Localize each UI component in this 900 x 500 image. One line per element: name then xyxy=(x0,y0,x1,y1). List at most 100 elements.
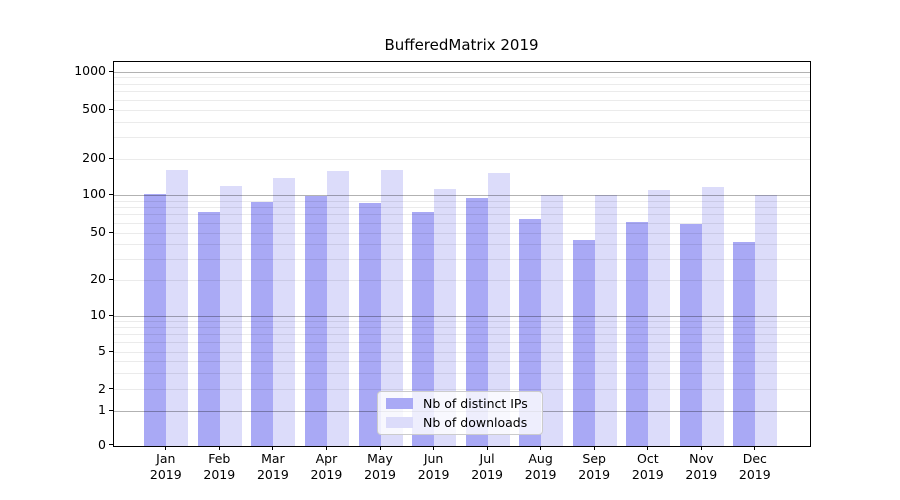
bar-downloads-may xyxy=(380,169,403,446)
bar-distinct-ips-nov xyxy=(679,224,702,446)
x-tick-mark xyxy=(540,446,542,450)
bar-downloads-dec xyxy=(755,195,778,446)
y-tick-label: 10 xyxy=(90,307,106,322)
x-tick-label-jan: Jan 2019 xyxy=(138,451,194,483)
minor-gridline xyxy=(114,389,810,391)
x-tick-mark xyxy=(486,446,488,450)
x-tick-year: 2019 xyxy=(417,467,450,482)
y-tick-label: 200 xyxy=(82,150,106,166)
legend-item-downloads: Nb of downloads xyxy=(384,413,536,432)
y-tick-mark xyxy=(108,157,113,159)
y-tick-label: 50 xyxy=(90,224,106,239)
minor-gridline xyxy=(114,327,810,329)
major-gridline xyxy=(114,71,810,73)
bar-downloads-jun xyxy=(434,189,457,446)
x-tick-mark xyxy=(433,446,435,450)
y-tick-mark xyxy=(108,278,113,280)
x-tick-year: 2019 xyxy=(738,467,771,482)
minor-gridline xyxy=(114,99,810,101)
x-tick-mark xyxy=(218,446,220,450)
x-tick-label-mar: Mar 2019 xyxy=(245,451,301,483)
x-tick-label-dec: Dec 2019 xyxy=(727,451,783,483)
bar-downloads-nov xyxy=(701,186,724,446)
bar-downloads-mar xyxy=(273,177,296,446)
y-tick-label: 500 xyxy=(82,101,106,117)
legend-swatch-downloads xyxy=(386,417,413,428)
major-gridline xyxy=(114,315,810,317)
x-tick-mark xyxy=(379,446,381,450)
minor-gridline xyxy=(114,342,810,343)
bar-downloads-sep xyxy=(594,195,617,446)
y-tick-label: 2 xyxy=(98,380,106,396)
bar-downloads-oct xyxy=(648,190,671,446)
bar-downloads-jan xyxy=(166,170,189,446)
y-tick-mark xyxy=(108,231,113,233)
major-gridline xyxy=(114,194,810,196)
x-tick-mark xyxy=(165,446,167,450)
y-tick-mark xyxy=(108,193,113,195)
y-tick-label: 100 xyxy=(82,186,106,202)
minor-gridline xyxy=(114,279,810,281)
minor-gridline xyxy=(114,214,810,216)
y-tick-label: 5 xyxy=(98,343,106,358)
bar-distinct-ips-sep xyxy=(572,239,595,446)
minor-gridline xyxy=(114,91,810,93)
x-tick-year: 2019 xyxy=(203,467,236,482)
y-tick-mark xyxy=(108,108,113,110)
x-tick-label-aug: Aug 2019 xyxy=(513,451,569,483)
y-tick-mark xyxy=(108,409,113,411)
bar-distinct-ips-may xyxy=(358,202,381,446)
x-tick-year: 2019 xyxy=(471,467,503,482)
legend-swatch-distinct-ips xyxy=(386,398,413,409)
x-tick-mark xyxy=(593,446,595,450)
bar-downloads-jul xyxy=(487,172,510,446)
x-tick-mark xyxy=(647,446,649,450)
y-tick-mark xyxy=(108,350,113,352)
x-tick-year: 2019 xyxy=(149,467,182,482)
minor-gridline xyxy=(114,360,810,362)
minor-gridline xyxy=(114,206,810,208)
y-tick-label: 1 xyxy=(98,402,106,417)
x-tick-label-oct: Oct 2019 xyxy=(620,451,676,483)
x-tick-mark xyxy=(700,446,702,450)
legend-label-distinct-ips: Nb of distinct IPs xyxy=(423,396,528,411)
y-tick-mark xyxy=(108,444,113,445)
x-tick-year: 2019 xyxy=(578,467,611,482)
x-tick-label-may: May 2019 xyxy=(352,451,408,483)
x-tick-year: 2019 xyxy=(256,467,289,482)
chart-title: BufferedMatrix 2019 xyxy=(384,36,539,54)
bar-downloads-feb xyxy=(219,185,242,446)
x-tick-mark xyxy=(325,446,327,450)
bar-distinct-ips-mar xyxy=(251,201,274,446)
x-tick-year: 2019 xyxy=(685,467,718,482)
bar-distinct-ips-jun xyxy=(412,212,435,446)
y-tick-label: 0 xyxy=(98,436,106,452)
y-tick-mark xyxy=(108,388,113,390)
minor-gridline xyxy=(114,83,810,85)
x-tick-year: 2019 xyxy=(524,467,557,482)
bar-downloads-aug xyxy=(541,194,564,446)
minor-gridline xyxy=(114,232,810,234)
bar-distinct-ips-dec xyxy=(733,241,756,446)
minor-gridline xyxy=(114,200,810,202)
minor-gridline xyxy=(114,321,810,322)
x-tick-mark xyxy=(272,446,274,450)
x-tick-label-nov: Nov 2019 xyxy=(673,451,729,483)
plot-area xyxy=(113,61,811,447)
minor-gridline xyxy=(114,222,810,224)
x-tick-label-feb: Feb 2019 xyxy=(191,451,247,483)
x-tick-year: 2019 xyxy=(364,467,396,482)
y-tick-label: 20 xyxy=(90,271,106,286)
y-tick-mark xyxy=(108,314,113,316)
bar-distinct-ips-feb xyxy=(197,212,220,446)
minor-gridline xyxy=(114,158,810,160)
minor-gridline xyxy=(114,372,810,374)
minor-gridline xyxy=(114,351,810,353)
minor-gridline xyxy=(114,109,810,111)
x-tick-mark xyxy=(754,446,756,450)
minor-gridline xyxy=(114,258,810,260)
x-tick-label-jul: Jul 2019 xyxy=(459,451,515,483)
minor-gridline xyxy=(114,77,810,79)
bar-distinct-ips-aug xyxy=(519,218,542,446)
